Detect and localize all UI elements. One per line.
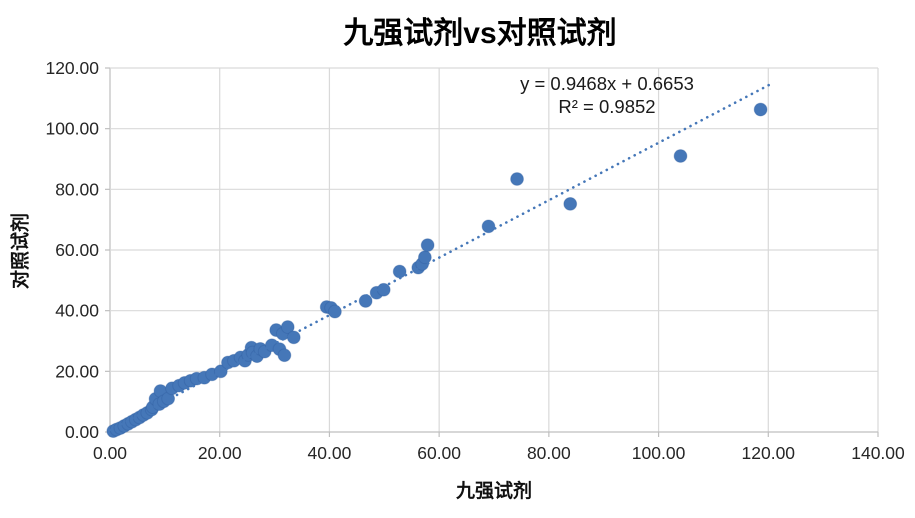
y-tick-label: 40.00 [55, 301, 99, 321]
x-tick-label: 60.00 [417, 443, 461, 463]
x-tick-label: 140.00 [851, 443, 905, 463]
data-point [280, 320, 295, 334]
data-point [392, 264, 407, 279]
x-axis-title: 九强试剂 [455, 481, 533, 502]
y-tick-label: 60.00 [55, 240, 99, 260]
x-tick-label: 120.00 [742, 443, 796, 463]
y-tick-label: 0.00 [65, 422, 99, 442]
y-tick-label: 120.00 [45, 58, 99, 78]
x-tick-label: 100.00 [632, 443, 686, 463]
data-point [673, 149, 688, 163]
data-point [563, 196, 578, 211]
data-point [286, 330, 301, 345]
data-point [277, 348, 292, 363]
trendline [108, 82, 773, 432]
trendline-r2-label: R² = 0.9852 [558, 96, 655, 117]
y-tick-label: 20.00 [55, 361, 99, 381]
trendline-equation-label: y = 0.9468x + 0.6653 [520, 73, 694, 94]
data-point [328, 304, 342, 319]
x-tick-label: 80.00 [527, 443, 571, 463]
chart-title: 九强试剂vs对照试剂 [343, 17, 617, 50]
data-point [753, 102, 768, 117]
data-point [481, 219, 496, 234]
data-point [417, 250, 432, 265]
y-tick-label: 100.00 [45, 119, 99, 139]
x-tick-label: 40.00 [308, 443, 352, 463]
data-point [358, 294, 373, 308]
data-point [510, 172, 524, 186]
y-axis-title: 对照试剂 [10, 212, 32, 290]
data-point [420, 238, 435, 253]
x-tick-label: 0.00 [93, 443, 127, 463]
x-tick-label: 20.00 [198, 443, 242, 463]
y-tick-label: 80.00 [55, 179, 99, 199]
